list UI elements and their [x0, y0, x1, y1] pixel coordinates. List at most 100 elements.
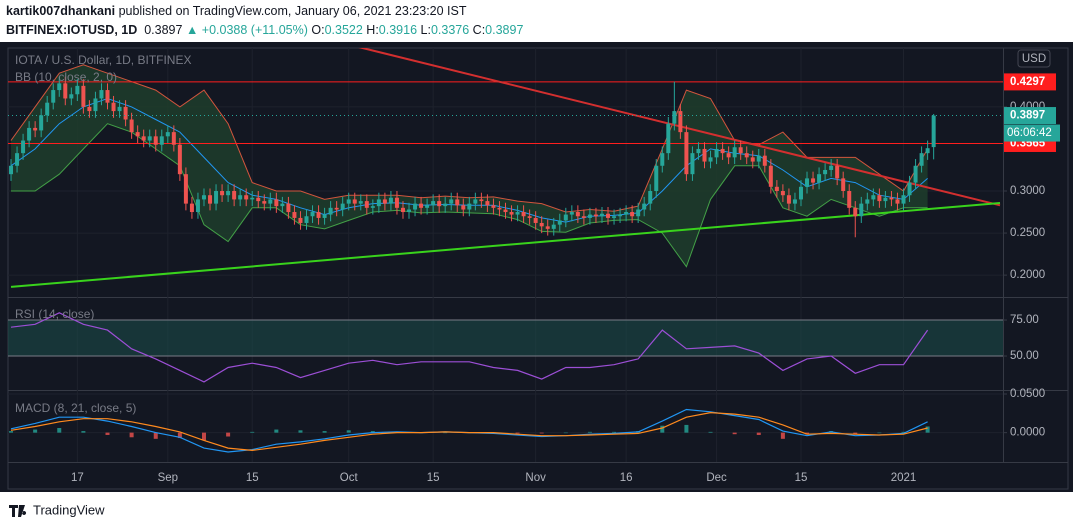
candle-body [33, 127, 38, 131]
candle-body [340, 203, 345, 210]
candle-body [762, 155, 767, 166]
candle-body [298, 217, 303, 223]
histogram-bar [298, 430, 303, 433]
y-tick-label: 0.2500 [1010, 227, 1045, 239]
candle-body [684, 132, 689, 175]
level-label: 0.4297 [1010, 76, 1045, 88]
chart-border [7, 47, 1069, 490]
candle-body [654, 165, 659, 192]
candle-body [521, 212, 526, 217]
y-tick-label: 75.00 [1010, 314, 1039, 326]
candle-body [274, 199, 279, 207]
candle-body [485, 201, 490, 206]
last-price-label: 0.3897 [1010, 110, 1045, 122]
histogram-bar [708, 431, 713, 433]
x-tick-label: 17 [71, 472, 84, 484]
candle-body [624, 212, 629, 215]
candle-body [859, 203, 864, 217]
x-tick-label: 2021 [891, 472, 917, 484]
candle-body [358, 201, 363, 204]
candle-body [581, 216, 586, 218]
candle-body [467, 203, 472, 210]
candle-body [135, 132, 140, 137]
candle-body [533, 217, 538, 223]
candle-body [63, 83, 68, 99]
candle-body [382, 199, 387, 204]
macd-pane [9, 408, 930, 453]
histogram-bar [539, 432, 544, 434]
footer [0, 492, 1073, 529]
candle-body [81, 85, 86, 107]
level-label-bg [1004, 73, 1056, 91]
candle-body [105, 90, 110, 103]
header: kartik007dhankani published on TradingVi… [6, 2, 523, 40]
candle-body [612, 216, 617, 218]
candle-body [690, 153, 695, 175]
candle-body [817, 174, 822, 183]
candle-body [618, 214, 623, 217]
candle-body [45, 102, 50, 116]
candle-body [250, 197, 255, 200]
candle-body [449, 199, 454, 204]
candle-body [394, 197, 399, 208]
candle-body [201, 195, 206, 200]
publish-line: kartik007dhankani published on TradingVi… [6, 2, 523, 21]
histogram-bar [81, 431, 86, 433]
candle-body [346, 199, 351, 204]
last-price: 0.3897 [144, 23, 183, 37]
candle-body [551, 224, 556, 229]
currency-label[interactable]: USD [1022, 53, 1046, 65]
candle-body [901, 195, 906, 204]
low-value: 0.3376 [430, 23, 470, 37]
candle-body [99, 90, 104, 99]
candle-body [919, 153, 924, 166]
candle-body [328, 207, 333, 215]
candle-body [141, 136, 146, 141]
candle-body [744, 153, 749, 158]
series-line [10, 411, 928, 452]
histogram-bar [925, 426, 930, 433]
candle-body [413, 203, 418, 210]
candle-body [515, 212, 520, 215]
candle-body [189, 203, 194, 213]
published: published on TradingView.com, January 06… [118, 4, 467, 18]
rsi-legend: RSI (14, close) [15, 307, 94, 321]
candle-body [437, 201, 442, 207]
candle-body [660, 153, 665, 166]
candle-body [666, 123, 671, 154]
candle-body [159, 136, 164, 145]
candle-body [907, 182, 912, 196]
candle-body [732, 147, 737, 158]
candle-body [262, 201, 267, 204]
candle-body [165, 132, 170, 137]
candle-body [69, 94, 74, 99]
histogram-bar [57, 428, 62, 433]
candle-body [364, 201, 369, 208]
candle-body [21, 140, 26, 154]
candle-body [473, 199, 478, 204]
bb-legend: BB (10, close, 2, 0) [15, 70, 117, 84]
histogram-bar [226, 432, 231, 437]
histogram-bar [805, 432, 810, 435]
x-tick-label: Nov [525, 472, 546, 484]
close-label: C: [472, 23, 486, 37]
x-tick-label: 15 [246, 472, 259, 484]
rsi-pane [8, 312, 1003, 383]
candle-body [672, 111, 677, 124]
candle-body [720, 148, 725, 154]
candle-body [214, 191, 219, 204]
currency-box[interactable] [1017, 49, 1051, 68]
candle-body [117, 106, 122, 112]
candle-body [292, 212, 297, 218]
candle-body [57, 83, 62, 91]
symbol: BITFINEX:IOTUSD, 1D [6, 23, 138, 37]
rsi-band [8, 320, 1003, 357]
histogram-bar [587, 431, 592, 433]
candle-body [738, 147, 743, 154]
x-tick-label: Dec [706, 472, 727, 484]
histogram-bar [274, 429, 279, 433]
candle-body [232, 191, 237, 200]
histogram-bar [756, 432, 761, 435]
candle-body [696, 148, 701, 154]
tradingview-logo [9, 505, 27, 517]
